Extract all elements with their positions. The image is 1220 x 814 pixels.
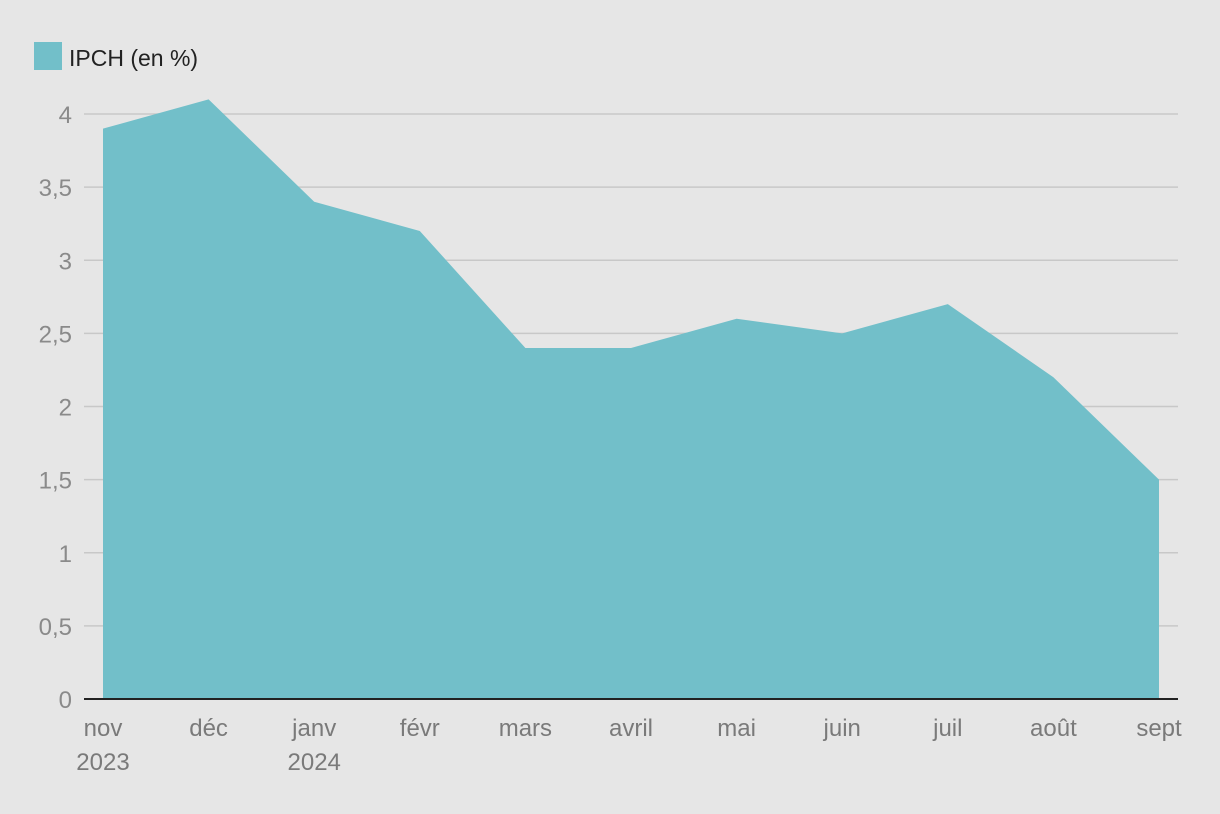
y-tick-label: 2,5 <box>39 321 72 348</box>
x-tick-label: nov 2023 <box>76 715 129 776</box>
y-tick-label: 4 <box>59 102 72 129</box>
x-tick-label: mars <box>499 715 552 742</box>
x-tick-label: déc <box>189 715 228 742</box>
y-axis-ticks: 0 0,5 1 1,5 2 2,5 3 3,5 4 <box>39 102 72 714</box>
y-tick-label: 1 <box>59 541 72 568</box>
y-tick-label: 3 <box>59 248 72 275</box>
x-tick-label: avril <box>609 715 653 742</box>
series-area <box>103 99 1159 699</box>
x-tick-label: févr <box>400 715 440 742</box>
y-tick-label: 0 <box>59 687 72 714</box>
legend-label: IPCH (en %) <box>69 45 198 71</box>
y-tick-label: 2 <box>59 395 72 422</box>
legend: IPCH (en %) <box>34 42 198 71</box>
x-tick-label: mai <box>717 715 756 742</box>
legend-swatch <box>34 42 62 70</box>
x-tick-label: juil <box>932 715 962 742</box>
x-tick-label: juin <box>823 715 861 742</box>
x-tick-label: août <box>1030 715 1077 742</box>
y-tick-label: 1,5 <box>39 468 72 495</box>
x-axis-ticks: nov 2023 déc janv 2024 févr mars avril mai juin ju… <box>76 715 1182 776</box>
x-tick-label: janv 2024 <box>288 715 341 776</box>
y-tick-label: 3,5 <box>39 175 72 202</box>
area-layer <box>103 99 1159 699</box>
y-tick-label: 0,5 <box>39 614 72 641</box>
x-tick-label: sept <box>1136 715 1182 742</box>
